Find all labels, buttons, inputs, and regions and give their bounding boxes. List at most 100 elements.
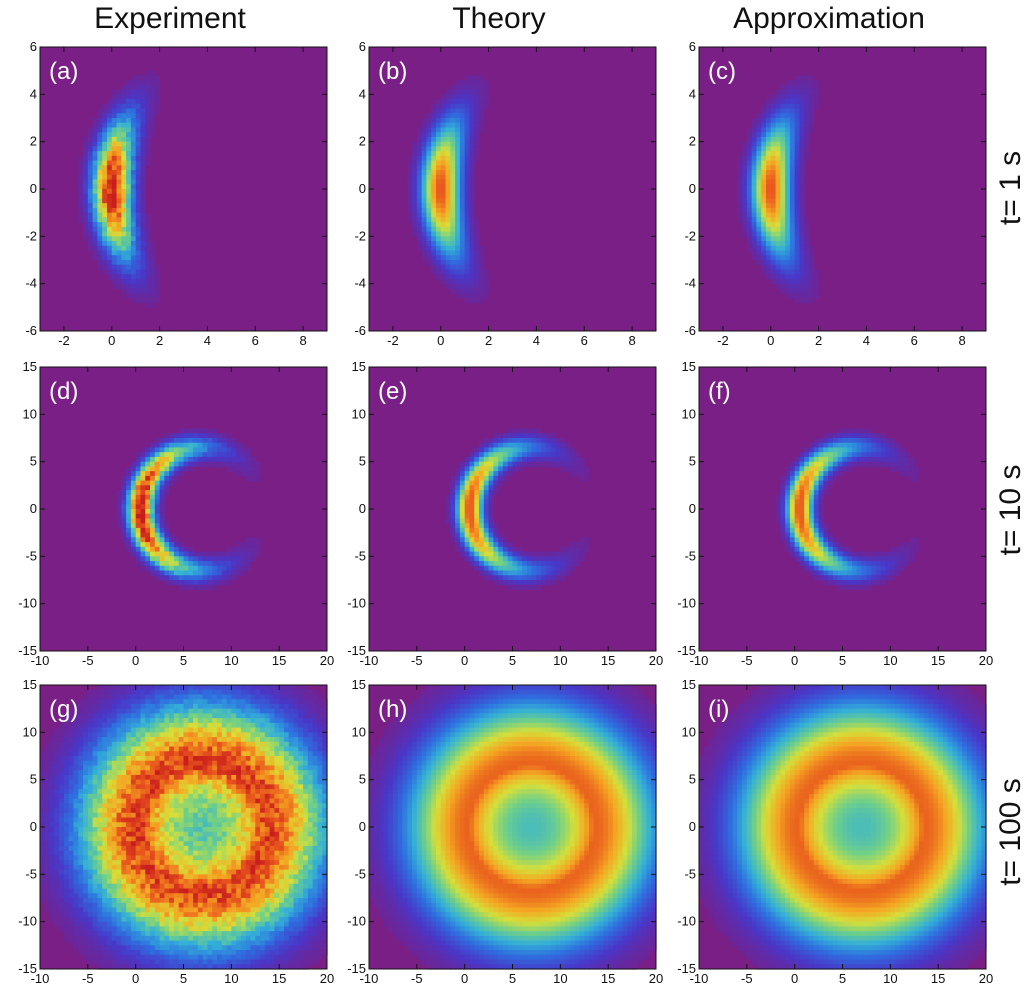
- heatmap-cell: [188, 765, 194, 771]
- heatmap-cell: [178, 765, 185, 771]
- heatmap-cell: [92, 245, 98, 252]
- heatmap-cell: [856, 433, 863, 439]
- heatmap-cell: [92, 789, 98, 795]
- heatmap-cell: [871, 438, 877, 444]
- heatmap-cell: [130, 746, 137, 752]
- heatmap-cell: [445, 278, 451, 285]
- heatmap-cell: [823, 575, 829, 581]
- heatmap-cell: [245, 551, 252, 557]
- heatmap-cell: [159, 793, 165, 800]
- heatmap-cell: [431, 217, 437, 223]
- x-tick-label: 0: [132, 653, 139, 668]
- heatmap-cell: [483, 556, 490, 562]
- heatmap-cell: [111, 184, 118, 190]
- heatmap-cell: [68, 732, 75, 738]
- heatmap-cell: [450, 485, 456, 491]
- heatmap-cell: [488, 561, 494, 567]
- heatmap-cell: [135, 475, 142, 482]
- heatmap-cell: [770, 231, 777, 237]
- heatmap-cell: [159, 779, 165, 785]
- heatmap-cell: [145, 746, 151, 752]
- heatmap-cell: [789, 485, 796, 491]
- heatmap-cell: [150, 718, 156, 724]
- heatmap-cell: [852, 580, 858, 586]
- heatmap-cell: [183, 570, 189, 576]
- heatmap-cell: [212, 718, 218, 724]
- heatmap-cell: [159, 774, 165, 781]
- heatmap-cell: [823, 490, 829, 496]
- heatmap-cell: [54, 784, 60, 790]
- heatmap-cell: [102, 727, 108, 733]
- heatmap-cell: [283, 765, 290, 771]
- heatmap-cell: [785, 274, 791, 280]
- heatmap-cell: [565, 556, 571, 562]
- heatmap-cell: [121, 222, 127, 228]
- heatmap-cell: [440, 146, 447, 152]
- heatmap-cell: [416, 241, 423, 247]
- heatmap-cell: [785, 174, 791, 181]
- y-tick-label: 2: [30, 134, 37, 149]
- heatmap-cell: [226, 556, 232, 562]
- heatmap-cell: [207, 779, 213, 785]
- heatmap-cell: [823, 532, 829, 538]
- heatmap-cell: [545, 580, 552, 586]
- heatmap-cell: [479, 260, 485, 266]
- heatmap-cell: [212, 565, 218, 572]
- heatmap-cell: [421, 236, 427, 242]
- heatmap-cell: [236, 471, 242, 477]
- heatmap-cell: [145, 561, 151, 567]
- heatmap-cell: [97, 689, 103, 696]
- heatmap-cell: [756, 113, 762, 119]
- heatmap-cell: [804, 122, 810, 129]
- heatmap-cell: [231, 756, 237, 762]
- heatmap-cell: [483, 89, 490, 95]
- heatmap-cell: [885, 556, 891, 562]
- heatmap-cell: [426, 127, 432, 133]
- heatmap-cell: [780, 255, 786, 261]
- heatmap-cell: [78, 737, 84, 743]
- heatmap-cell: [804, 222, 810, 228]
- heatmap-cell: [435, 264, 442, 271]
- heatmap-cell: [890, 442, 896, 449]
- heatmap-cell: [541, 575, 547, 581]
- heatmap-cell: [78, 751, 84, 757]
- heatmap-cell: [550, 561, 557, 567]
- heatmap-cell: [140, 732, 146, 738]
- heatmap-cell: [150, 784, 156, 790]
- heatmap-cell: [828, 561, 834, 567]
- heatmap-cell: [207, 789, 213, 795]
- heatmap-cell: [555, 561, 561, 567]
- heatmap-cell: [264, 718, 271, 724]
- heatmap-cell: [178, 438, 185, 444]
- heatmap-cell: [250, 713, 256, 719]
- heatmap-cell: [909, 466, 915, 472]
- heatmap-cell: [173, 770, 180, 776]
- heatmap-cell: [479, 245, 485, 252]
- heatmap-cell: [221, 689, 228, 696]
- heatmap-cell: [145, 779, 151, 785]
- heatmap-cell: [298, 765, 304, 771]
- heatmap-cell: [450, 189, 456, 195]
- heatmap-cell: [283, 779, 290, 785]
- heatmap-cell: [92, 694, 98, 700]
- heatmap-cell: [455, 542, 461, 548]
- heatmap-cell: [154, 278, 161, 285]
- heatmap-cell: [106, 255, 113, 261]
- heatmap-cell: [231, 561, 237, 567]
- heatmap-cell: [173, 727, 180, 733]
- heatmap-cell: [78, 732, 84, 738]
- heatmap-cell: [97, 236, 103, 242]
- heatmap-cell: [73, 708, 79, 714]
- heatmap-cell: [135, 770, 142, 776]
- heatmap-cell: [102, 779, 108, 785]
- heatmap-cell: [97, 207, 103, 214]
- heatmap-cell: [813, 288, 820, 294]
- heatmap-cell: [126, 170, 132, 176]
- heatmap-cell: [169, 461, 175, 467]
- heatmap-cell: [445, 146, 451, 152]
- heatmap-cell: [78, 217, 84, 223]
- heatmap-cell: [164, 746, 170, 752]
- heatmap-cell: [866, 461, 872, 467]
- heatmap-cell: [880, 575, 887, 581]
- heatmap-cell: [483, 537, 490, 543]
